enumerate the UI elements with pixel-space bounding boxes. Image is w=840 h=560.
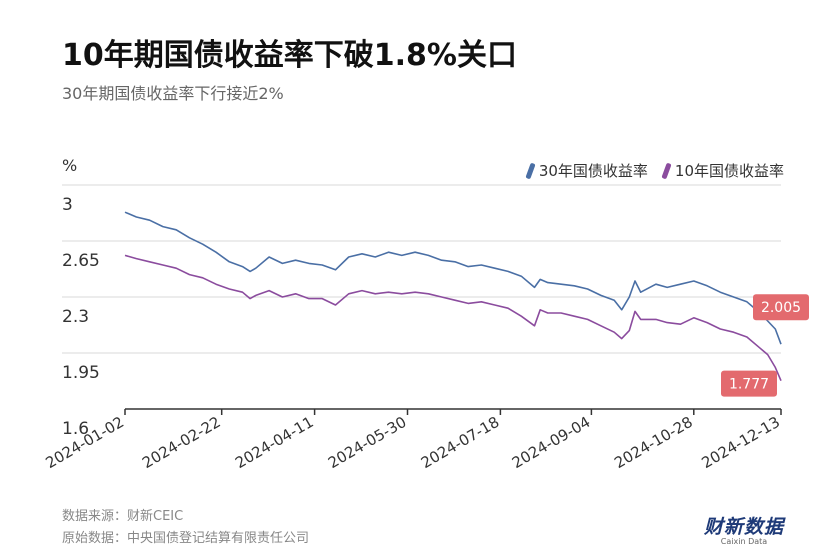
x-tick-label: 2024-09-04: [509, 413, 594, 472]
data-origin: 原始数据：中央国债登记结算有限责任公司: [62, 531, 310, 546]
end-label-10y: 1.777: [729, 377, 769, 393]
y-tick-label: 1.6: [62, 419, 89, 439]
x-tick-label: 2024-04-11: [232, 413, 317, 472]
x-tick-label: 2024-02-22: [139, 413, 224, 472]
legend-item-30y: 30年国债收益率: [525, 160, 648, 181]
end-label-box-10y: [721, 370, 777, 397]
x-tick-label: 2024-05-30: [325, 413, 410, 472]
legend-item-10y: 10年国债收益率: [661, 160, 784, 181]
y-tick-label: 2.65: [62, 251, 100, 271]
brand-name: 财新数据: [703, 516, 784, 538]
end-label-box-30y: [753, 294, 809, 321]
y-tick-label: 3: [62, 195, 73, 215]
x-tick-label: 2024-10-28: [611, 413, 696, 472]
y-tick-label: 1.95: [62, 363, 100, 383]
y-tick-label: 2.3: [62, 307, 89, 327]
x-tick-label: 2024-12-13: [698, 413, 783, 472]
legend-label-30y: 30年国债收益率: [538, 162, 648, 180]
series-line-10y: [124, 254, 782, 382]
chart-title: 10年期国债收益率下破1.8%关口: [62, 38, 517, 73]
chart-legend: 30年国债收益率 10年国债收益率: [525, 160, 784, 181]
legend-label-10y: 10年国债收益率: [674, 162, 784, 180]
x-tick-label: 2024-07-18: [418, 413, 503, 472]
data-source: 数据来源：财新CEIC: [62, 509, 184, 524]
chart-subtitle: 30年期国债收益率下行接近2%: [62, 84, 284, 103]
end-label-30y: 2.005: [761, 300, 801, 316]
y-axis-unit: %: [62, 156, 78, 175]
brand-name-en: Caixin Data: [720, 537, 768, 546]
series-line-30y: [124, 211, 782, 345]
brand-logo: 财新数据 Caixin Data: [704, 512, 784, 546]
